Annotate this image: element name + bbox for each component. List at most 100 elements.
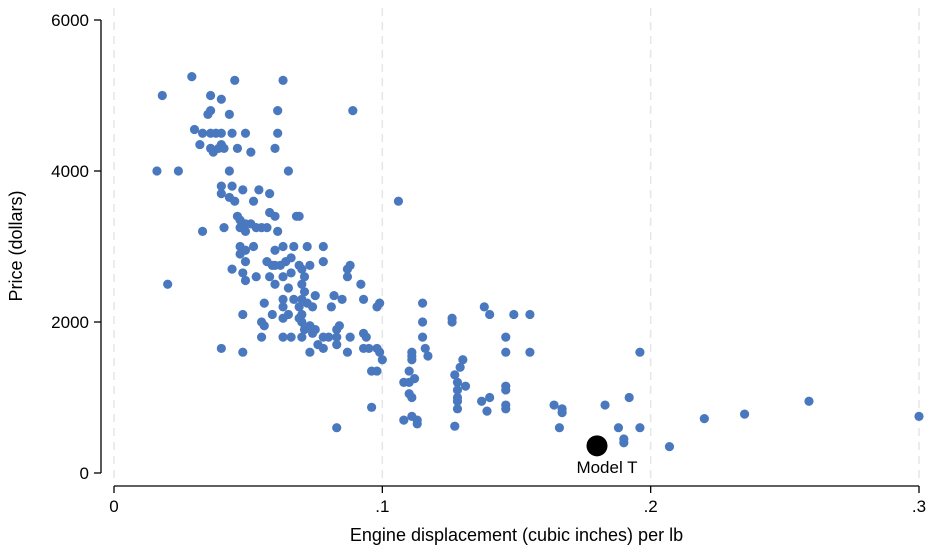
- highlight-group: Model T: [576, 435, 638, 477]
- data-point: [417, 298, 428, 308]
- data-point: [635, 347, 645, 357]
- data-point: [219, 223, 229, 233]
- data-point: [452, 377, 463, 387]
- data-point: [501, 332, 511, 342]
- data-point: [248, 196, 259, 206]
- data-point: [447, 317, 457, 327]
- data-point: [624, 392, 634, 403]
- data-point: [307, 328, 318, 338]
- data-point: [189, 124, 200, 135]
- data-point: [230, 75, 240, 85]
- data-point: [299, 272, 310, 282]
- data-point: [265, 272, 275, 282]
- data-point: [452, 404, 463, 414]
- data-point: [216, 139, 226, 150]
- data-point: [458, 355, 468, 365]
- data-point: [450, 421, 460, 431]
- data-point: [286, 268, 296, 278]
- data-point: [216, 128, 226, 138]
- data-point: [501, 404, 511, 414]
- data-point: [248, 241, 259, 252]
- data-point: [278, 302, 288, 312]
- data-point: [278, 294, 288, 304]
- data-point: [251, 272, 261, 282]
- data-point: [409, 374, 420, 384]
- data-point: [230, 196, 240, 206]
- data-point: [216, 181, 226, 191]
- data-point: [342, 272, 353, 282]
- data-point: [460, 381, 471, 391]
- grid-lines: [113, 8, 920, 480]
- data-point: [600, 400, 610, 410]
- data-point: [216, 94, 226, 104]
- data-point: [501, 381, 511, 391]
- data-point: [367, 402, 377, 412]
- data-point: [240, 257, 251, 267]
- data-point: [455, 362, 465, 372]
- data-point: [356, 279, 366, 289]
- data-point: [420, 343, 430, 354]
- data-point: [318, 332, 328, 342]
- data-point: [278, 241, 288, 252]
- data-point: [329, 290, 339, 301]
- data-point: [152, 166, 162, 176]
- data-point: [297, 317, 307, 327]
- data-point: [227, 181, 237, 191]
- y-tick-label-3: 6000: [51, 11, 89, 30]
- data-point: [206, 106, 216, 116]
- data-point: [342, 347, 353, 357]
- data-point: [664, 441, 675, 452]
- data-point: [278, 313, 288, 323]
- data-point: [232, 143, 243, 153]
- x-tick-label-2: .2: [644, 497, 658, 516]
- axes: [100, 20, 919, 487]
- y-tick-label-2: 4000: [51, 162, 89, 181]
- data-point: [259, 321, 269, 331]
- x-tick-label-3: .3: [912, 497, 926, 516]
- data-point: [407, 355, 417, 365]
- data-point: [238, 268, 248, 278]
- data-point: [452, 385, 463, 395]
- data-point: [318, 241, 328, 252]
- data-point: [399, 415, 409, 425]
- highlight-label: Model T: [576, 458, 637, 477]
- data-point: [224, 166, 234, 176]
- data-point: [302, 241, 312, 252]
- data-point: [270, 211, 280, 221]
- data-point: [337, 294, 347, 304]
- ticks: 0 .1 .2 .3 0 2000 4000 6000: [51, 11, 926, 516]
- data-point: [305, 347, 315, 357]
- data-point: [173, 166, 183, 176]
- data-point: [256, 332, 267, 342]
- data-point: [238, 185, 248, 195]
- data-point: [417, 317, 428, 327]
- data-point: [485, 309, 495, 320]
- y-tick-label-1: 2000: [51, 313, 89, 332]
- data-point: [372, 343, 382, 354]
- data-point: [804, 396, 814, 406]
- data-point: [197, 226, 208, 236]
- data-point: [509, 309, 519, 320]
- data-point: [407, 392, 417, 403]
- data-point: [259, 298, 269, 308]
- data-point: [238, 309, 248, 320]
- data-point: [238, 347, 248, 357]
- data-point: [206, 90, 216, 101]
- data-point: [739, 409, 750, 419]
- data-point: [289, 241, 299, 252]
- data-point: [227, 264, 237, 274]
- data-point: [273, 128, 283, 138]
- y-tick-label-0: 0: [80, 464, 89, 483]
- data-point: [254, 185, 264, 195]
- data-point: [273, 226, 283, 236]
- data-point: [318, 343, 328, 354]
- data-point: [361, 332, 371, 342]
- data-point: [240, 226, 251, 236]
- data-point: [294, 302, 304, 312]
- data-point: [479, 302, 489, 312]
- highlight-point: [586, 435, 608, 457]
- data-point: [332, 423, 342, 433]
- data-point: [163, 279, 173, 289]
